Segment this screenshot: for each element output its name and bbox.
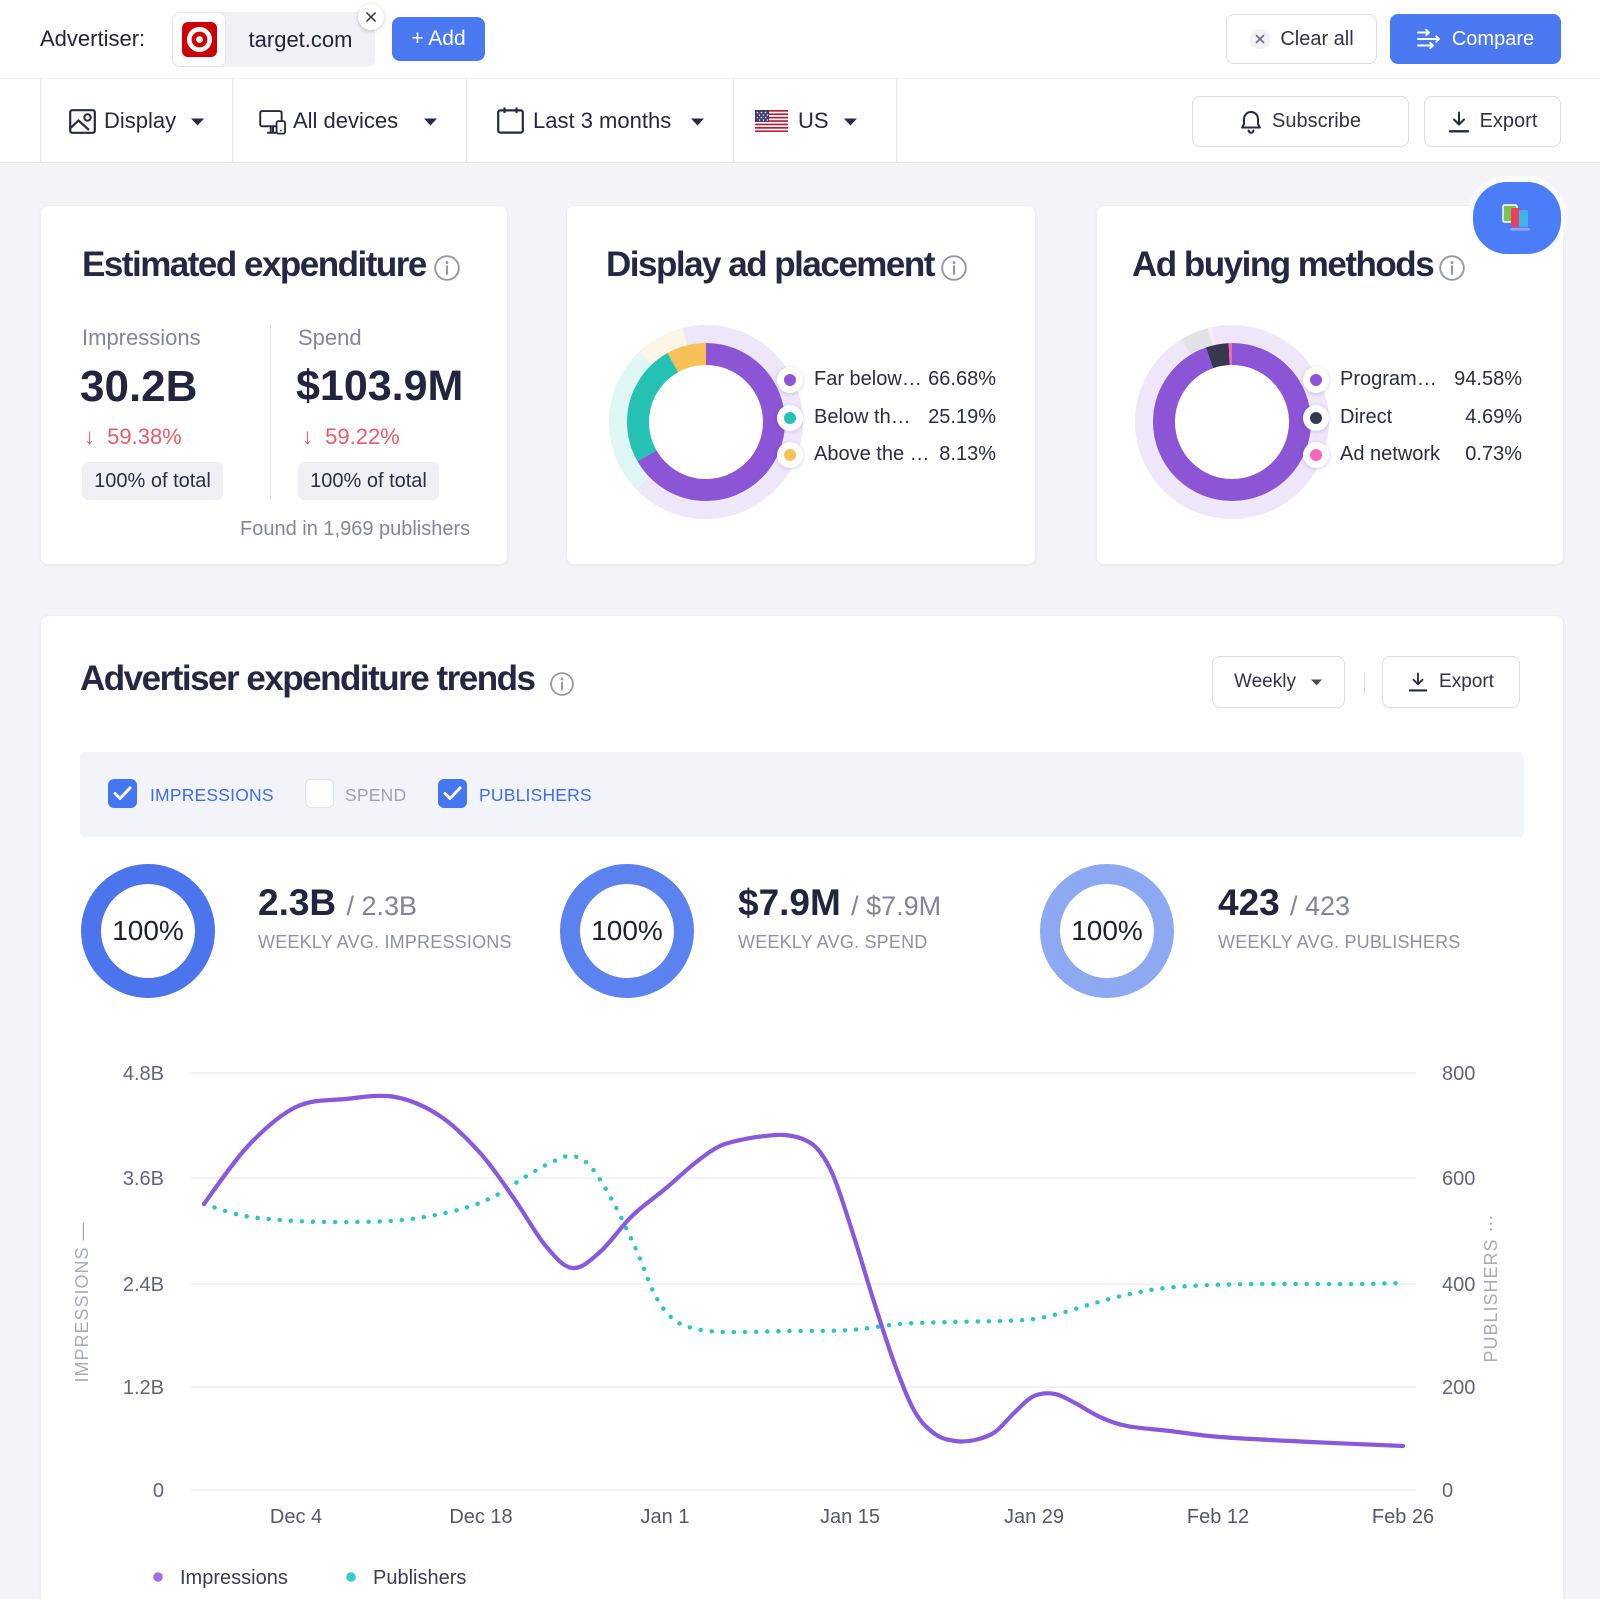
svg-text:0: 0 bbox=[153, 1480, 164, 1502]
svg-text:PUBLISHERS ⋯: PUBLISHERS ⋯ bbox=[1481, 1213, 1501, 1362]
svg-text:Dec 18: Dec 18 bbox=[449, 1506, 512, 1528]
svg-text:IMPRESSIONS —: IMPRESSIONS — bbox=[72, 1221, 92, 1382]
svg-text:600: 600 bbox=[1442, 1168, 1475, 1190]
svg-text:4.8B: 4.8B bbox=[123, 1063, 164, 1085]
svg-text:800: 800 bbox=[1442, 1063, 1475, 1085]
svg-text:0: 0 bbox=[1442, 1480, 1453, 1502]
svg-text:Feb 26: Feb 26 bbox=[1372, 1506, 1434, 1528]
svg-text:Jan 29: Jan 29 bbox=[1004, 1506, 1064, 1528]
svg-text:Dec 4: Dec 4 bbox=[270, 1506, 322, 1528]
svg-text:200: 200 bbox=[1442, 1377, 1475, 1399]
svg-text:2.4B: 2.4B bbox=[123, 1274, 164, 1296]
svg-text:Publishers: Publishers bbox=[373, 1567, 466, 1589]
svg-text:Jan 1: Jan 1 bbox=[641, 1506, 690, 1528]
svg-text:Impressions: Impressions bbox=[180, 1567, 288, 1589]
svg-text:400: 400 bbox=[1442, 1274, 1475, 1296]
svg-text:Jan 15: Jan 15 bbox=[820, 1506, 880, 1528]
svg-text:3.6B: 3.6B bbox=[123, 1168, 164, 1190]
svg-text:1.2B: 1.2B bbox=[123, 1377, 164, 1399]
svg-text:Feb 12: Feb 12 bbox=[1187, 1506, 1249, 1528]
